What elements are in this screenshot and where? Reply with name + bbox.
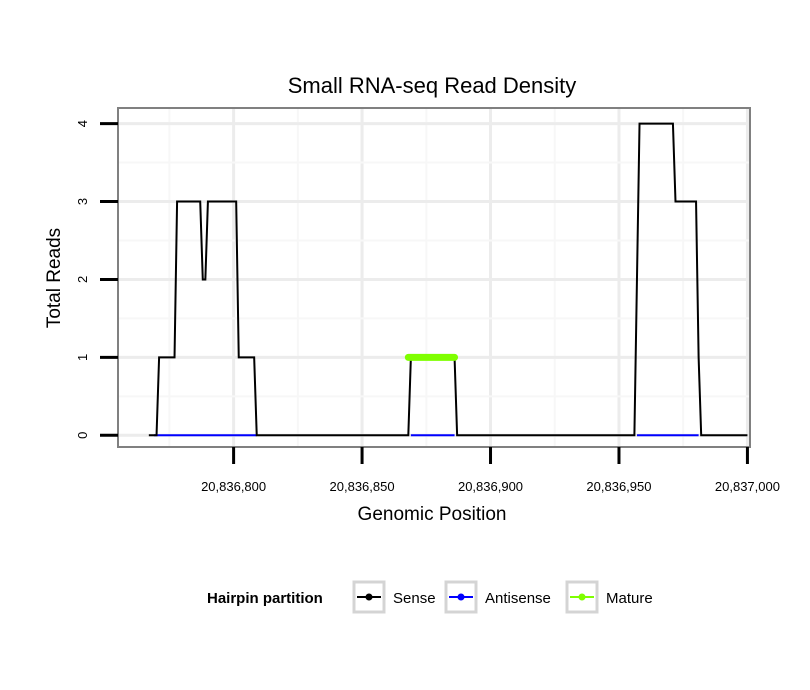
plot-panel [117, 107, 751, 448]
series-line-sense [148, 122, 748, 437]
x-tick-label: 20,836,950 [586, 479, 651, 494]
y-axis: 0 1 2 3 4 [75, 120, 118, 439]
x-axis-title: Genomic Position [358, 504, 507, 525]
chart-title: Small RNA-seq Read Density [288, 73, 577, 98]
legend-label: Sense [393, 590, 436, 607]
y-tick-label: 4 [75, 120, 90, 127]
legend-key-point [578, 593, 586, 601]
y-tick-label: 1 [75, 354, 90, 361]
legend-label: Mature [606, 590, 653, 607]
series [148, 122, 748, 437]
legend-item-sense: Sense [352, 580, 436, 614]
legend-key-point [457, 593, 465, 601]
legend-item-mature: Mature [565, 580, 653, 614]
legend-label: Antisense [485, 590, 551, 607]
x-tick-label: 20,836,850 [330, 479, 395, 494]
legend-title: Hairpin partition [207, 590, 323, 607]
x-axis: 20,836,800 20,836,850 20,836,900 20,836,950… [201, 447, 780, 494]
panel-border [117, 107, 751, 448]
y-tick-label: 3 [75, 198, 90, 205]
y-axis-title: Total Reads [44, 228, 65, 328]
x-tick-label: 20,836,900 [458, 479, 523, 494]
y-tick-label: 2 [75, 276, 90, 283]
x-tick-label: 20,837,000 [715, 479, 780, 494]
legend-item-antisense: Antisense [444, 580, 551, 614]
legend-key-point [365, 593, 373, 601]
legend: Hairpin partition Sense Antisense Mature [207, 580, 653, 614]
y-tick-label: 0 [75, 432, 90, 439]
legend-items: Sense Antisense Mature [352, 580, 653, 614]
x-tick-label: 20,836,800 [201, 479, 266, 494]
